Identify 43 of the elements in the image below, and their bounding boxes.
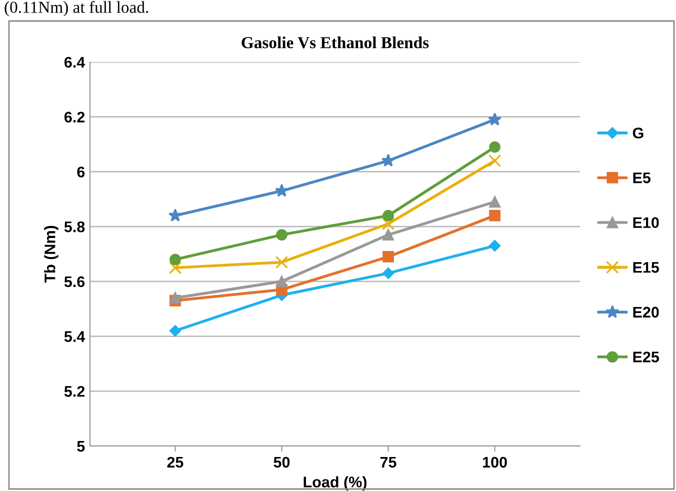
point xyxy=(488,154,502,168)
y-tick-label: 6 xyxy=(77,166,85,178)
y-tick-label: 6.4 xyxy=(64,56,86,68)
point xyxy=(489,210,500,222)
legend-label: E25 xyxy=(633,352,660,362)
point xyxy=(489,196,500,208)
y-tick-label: 5.6 xyxy=(64,276,85,288)
point xyxy=(168,208,182,222)
y-tick-label: 5.2 xyxy=(64,386,85,397)
legend-label: E15 xyxy=(633,262,660,273)
point xyxy=(170,292,181,304)
point xyxy=(382,267,394,279)
point xyxy=(382,229,394,240)
y-tick-label: 5.8 xyxy=(64,221,85,232)
point xyxy=(488,112,502,126)
y-axis-title: Tb (Nm) xyxy=(44,226,58,283)
point xyxy=(382,210,394,222)
point xyxy=(381,154,396,167)
y-tick-label: 5.4 xyxy=(64,331,86,342)
legend-label: E20 xyxy=(633,306,659,318)
point xyxy=(275,256,288,269)
point xyxy=(276,276,288,288)
point xyxy=(169,325,181,337)
point xyxy=(489,141,500,153)
point xyxy=(489,240,501,252)
legend-label: E10 xyxy=(633,217,659,228)
y-tick-label: 6.2 xyxy=(64,112,85,123)
x-tick-label: 100 xyxy=(483,456,507,468)
point xyxy=(382,217,395,230)
point xyxy=(170,254,181,266)
point xyxy=(274,184,289,197)
x-axis-title: Load (%) xyxy=(304,476,366,490)
text: (0.11Nm) at full load. xyxy=(4,1,148,16)
point xyxy=(276,229,288,240)
x-tick-label: 25 xyxy=(167,456,184,468)
point xyxy=(382,251,394,262)
y-tick-label: 5 xyxy=(77,441,85,452)
chart-title: Gasolie Vs Ethanol Blends xyxy=(242,36,429,48)
x-tick-label: 75 xyxy=(380,456,396,468)
legend-label: E5 xyxy=(633,172,651,184)
x-tick-label: 50 xyxy=(274,456,290,468)
legend-label: G xyxy=(632,128,644,138)
point xyxy=(168,261,182,274)
